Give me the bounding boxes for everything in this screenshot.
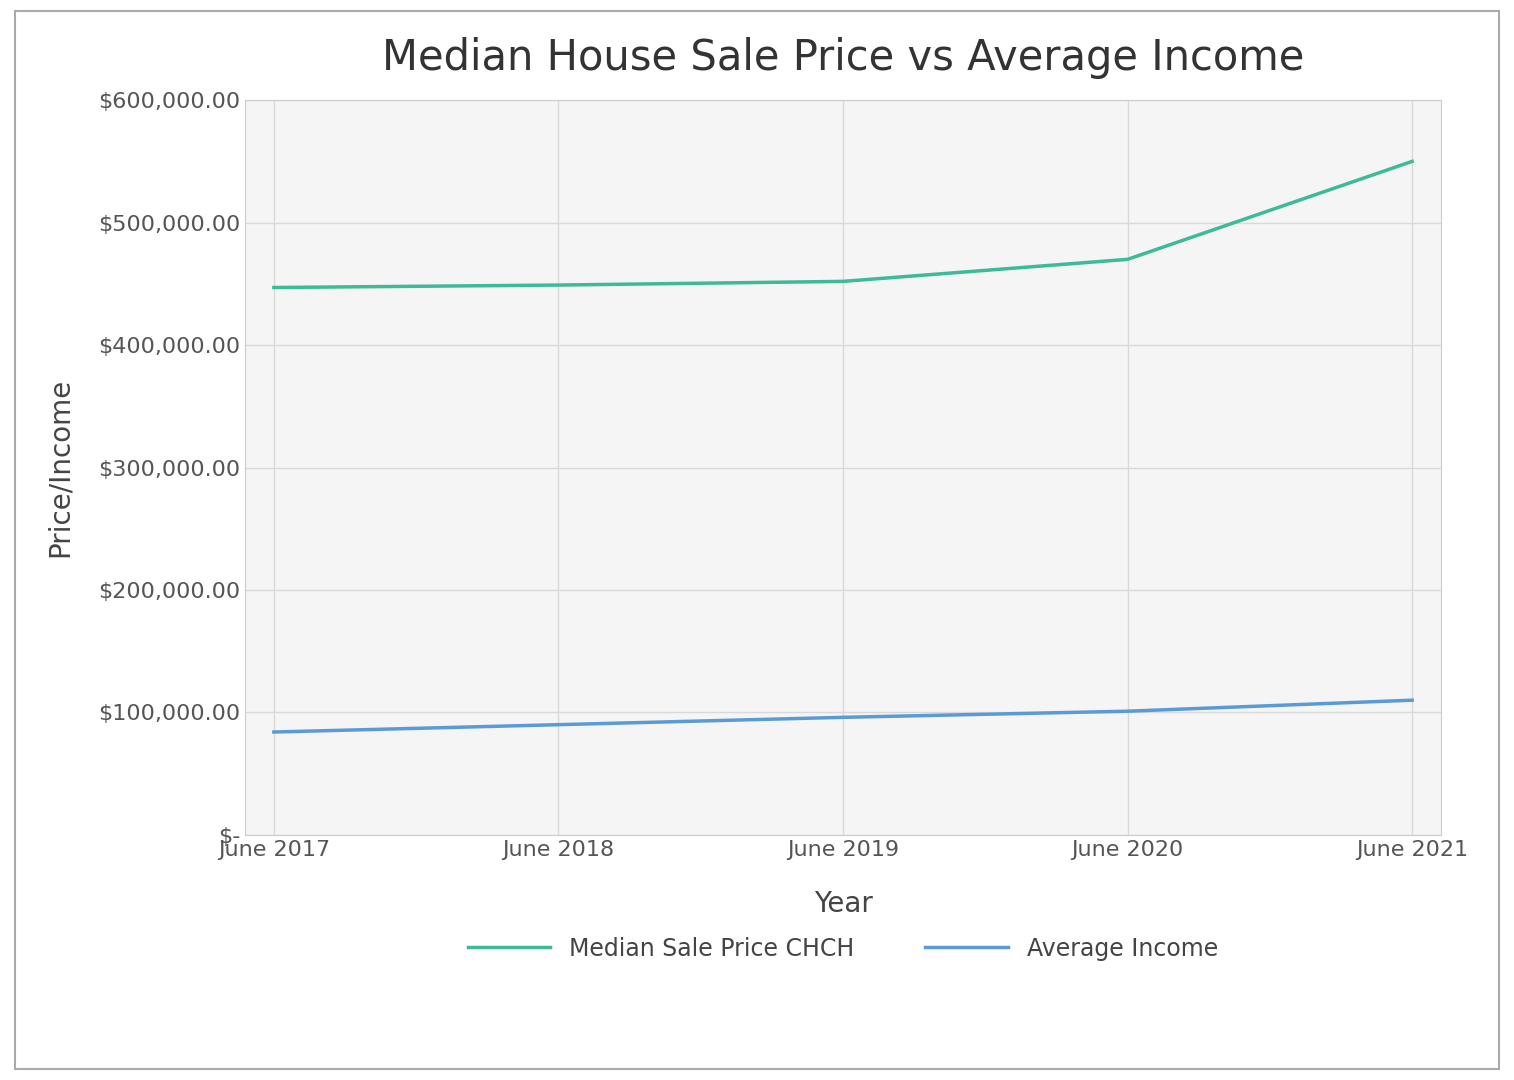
Title: Median House Sale Price vs Average Income: Median House Sale Price vs Average Incom… (382, 37, 1304, 79)
Y-axis label: Price/Income: Price/Income (45, 378, 73, 557)
Legend: Median Sale Price CHCH, Average Income: Median Sale Price CHCH, Average Income (459, 927, 1228, 970)
X-axis label: Year: Year (813, 890, 872, 918)
